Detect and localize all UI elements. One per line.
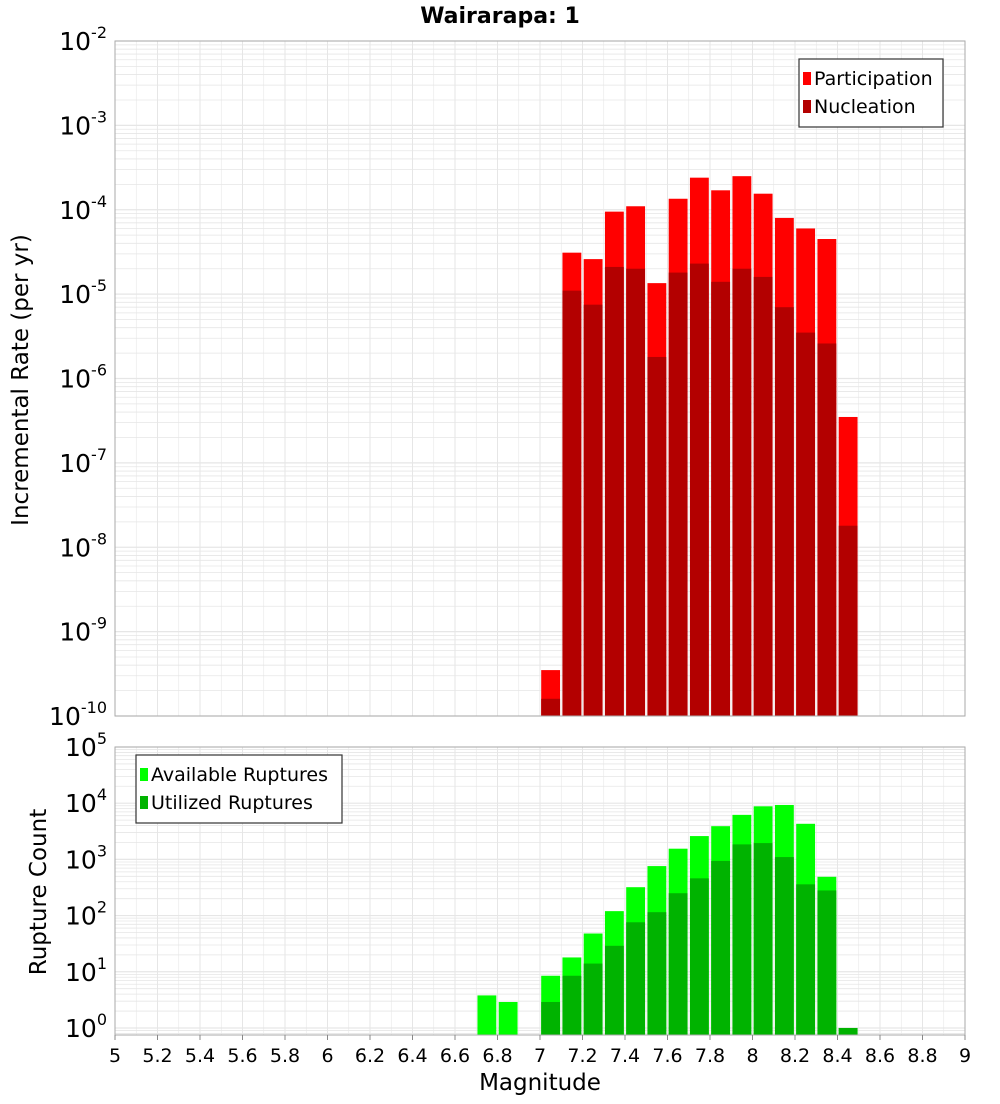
x-tick-label: 8 (746, 1045, 758, 1067)
x-tick-label: 5.6 (227, 1045, 257, 1067)
rate-y-tick-label: 10-8 (59, 529, 107, 562)
count-bar-secondary (796, 884, 816, 1035)
count-y-tick-label: 102 (65, 898, 107, 931)
x-tick-label: 7 (534, 1045, 546, 1067)
rate-y-tick-label: 10-5 (59, 276, 107, 309)
legend-swatch (803, 100, 811, 113)
x-tick-label: 5.2 (142, 1045, 172, 1067)
rate-bar-secondary (626, 268, 646, 716)
count-y-axis-label: Rupture Count (26, 809, 52, 975)
count-bar-primary (477, 995, 497, 1035)
x-tick-label: 6.8 (482, 1045, 512, 1067)
x-tick-label: 5 (109, 1045, 121, 1067)
count-bar-secondary (562, 975, 582, 1035)
rate-legend: Participation Nucleation (798, 58, 944, 128)
x-tick-label: 6.6 (440, 1045, 470, 1067)
x-tick-label: 5.8 (270, 1045, 300, 1067)
x-tick-label: 9 (959, 1045, 971, 1067)
x-tick-label: 6.4 (397, 1045, 427, 1067)
count-bar-secondary (838, 1027, 858, 1035)
rate-y-tick-label: 10-6 (59, 361, 107, 394)
rate-bar-secondary (583, 304, 603, 716)
count-bar-secondary (732, 844, 752, 1035)
rate-y-tick-label: 10-7 (59, 445, 107, 478)
x-axis-label: Magnitude (479, 1070, 601, 1096)
rate-bar-secondary (796, 332, 816, 716)
rate-bar-secondary (817, 343, 837, 716)
x-tick-label: 8.4 (822, 1045, 852, 1067)
x-tick-label: 8.8 (907, 1045, 937, 1067)
count-plot: 100 101 102 103 104 105 5 5.2 5.4 5.6 5.8 6 6.2 6.4 6.… (65, 729, 971, 1067)
rate-bar-secondary (774, 307, 794, 716)
count-bar-secondary (711, 860, 731, 1035)
rate-bar-secondary (541, 698, 561, 716)
x-tick-label: 7.2 (567, 1045, 597, 1067)
legend-entry: Participation (814, 68, 933, 90)
count-bar-secondary (626, 922, 646, 1035)
count-bar-secondary (753, 843, 773, 1035)
rate-y-axis-label: Incremental Rate (per yr) (8, 234, 34, 526)
count-bar-secondary (668, 893, 688, 1035)
count-bar-secondary (689, 878, 709, 1035)
rate-plot: 10-10 10-9 10-8 10-7 10-6 10-5 10-4 10-3 10-2 (49, 23, 966, 731)
count-bar-secondary (774, 857, 794, 1035)
count-bar-secondary (647, 912, 667, 1035)
count-y-tick-label: 105 (65, 729, 107, 762)
x-tick-label: 5.4 (185, 1045, 215, 1067)
x-tick-label: 6.2 (355, 1045, 385, 1067)
legend-entry: Utilized Ruptures (151, 792, 313, 814)
count-y-tick-label: 100 (65, 1010, 107, 1043)
rate-y-tick-label: 10-4 (59, 192, 107, 225)
legend-swatch (140, 796, 148, 809)
chart-title: Wairarapa: 1 (420, 4, 580, 29)
x-tick-label: 7.8 (695, 1045, 725, 1067)
rate-y-tick-label: 10-2 (59, 23, 107, 56)
x-tick-label: 7.4 (610, 1045, 640, 1067)
count-y-tick-label: 101 (65, 954, 107, 987)
rate-plot-frame (114, 40, 966, 717)
rate-bar-secondary (711, 281, 731, 716)
rate-bar-secondary (562, 290, 582, 716)
rate-bar-secondary (668, 272, 688, 716)
rate-y-tick-label: 10-9 (59, 614, 107, 647)
count-y-tick-label: 104 (65, 785, 107, 818)
rate-bar-secondary (604, 266, 624, 716)
rate-y-tick-label: 10-10 (49, 698, 107, 731)
count-y-tick-label: 103 (65, 841, 107, 874)
legend-entry: Available Ruptures (151, 764, 328, 786)
legend-entry: Nucleation (814, 96, 916, 118)
rate-bar-secondary (753, 276, 773, 716)
legend-swatch (803, 72, 811, 85)
legend-box (135, 754, 343, 824)
rate-bar-secondary (838, 525, 858, 716)
count-bar-secondary (817, 890, 837, 1035)
count-bar-secondary (604, 945, 624, 1035)
rate-bar-secondary (732, 268, 752, 716)
rate-bar-secondary (689, 263, 709, 716)
count-legend: Available Ruptures Utilized Ruptures (135, 754, 343, 824)
legend-swatch (140, 768, 148, 781)
legend-box (798, 58, 944, 128)
count-bar-secondary (583, 963, 603, 1035)
x-tick-label: 8.2 (780, 1045, 810, 1067)
x-tick-label: 6 (321, 1045, 333, 1067)
count-bar-primary (498, 1001, 518, 1035)
x-tick-label: 8.6 (865, 1045, 895, 1067)
rate-y-tick-label: 10-3 (59, 107, 107, 140)
count-bar-secondary (541, 1001, 561, 1035)
x-tick-label: 7.6 (652, 1045, 682, 1067)
rate-bar-secondary (647, 356, 667, 716)
